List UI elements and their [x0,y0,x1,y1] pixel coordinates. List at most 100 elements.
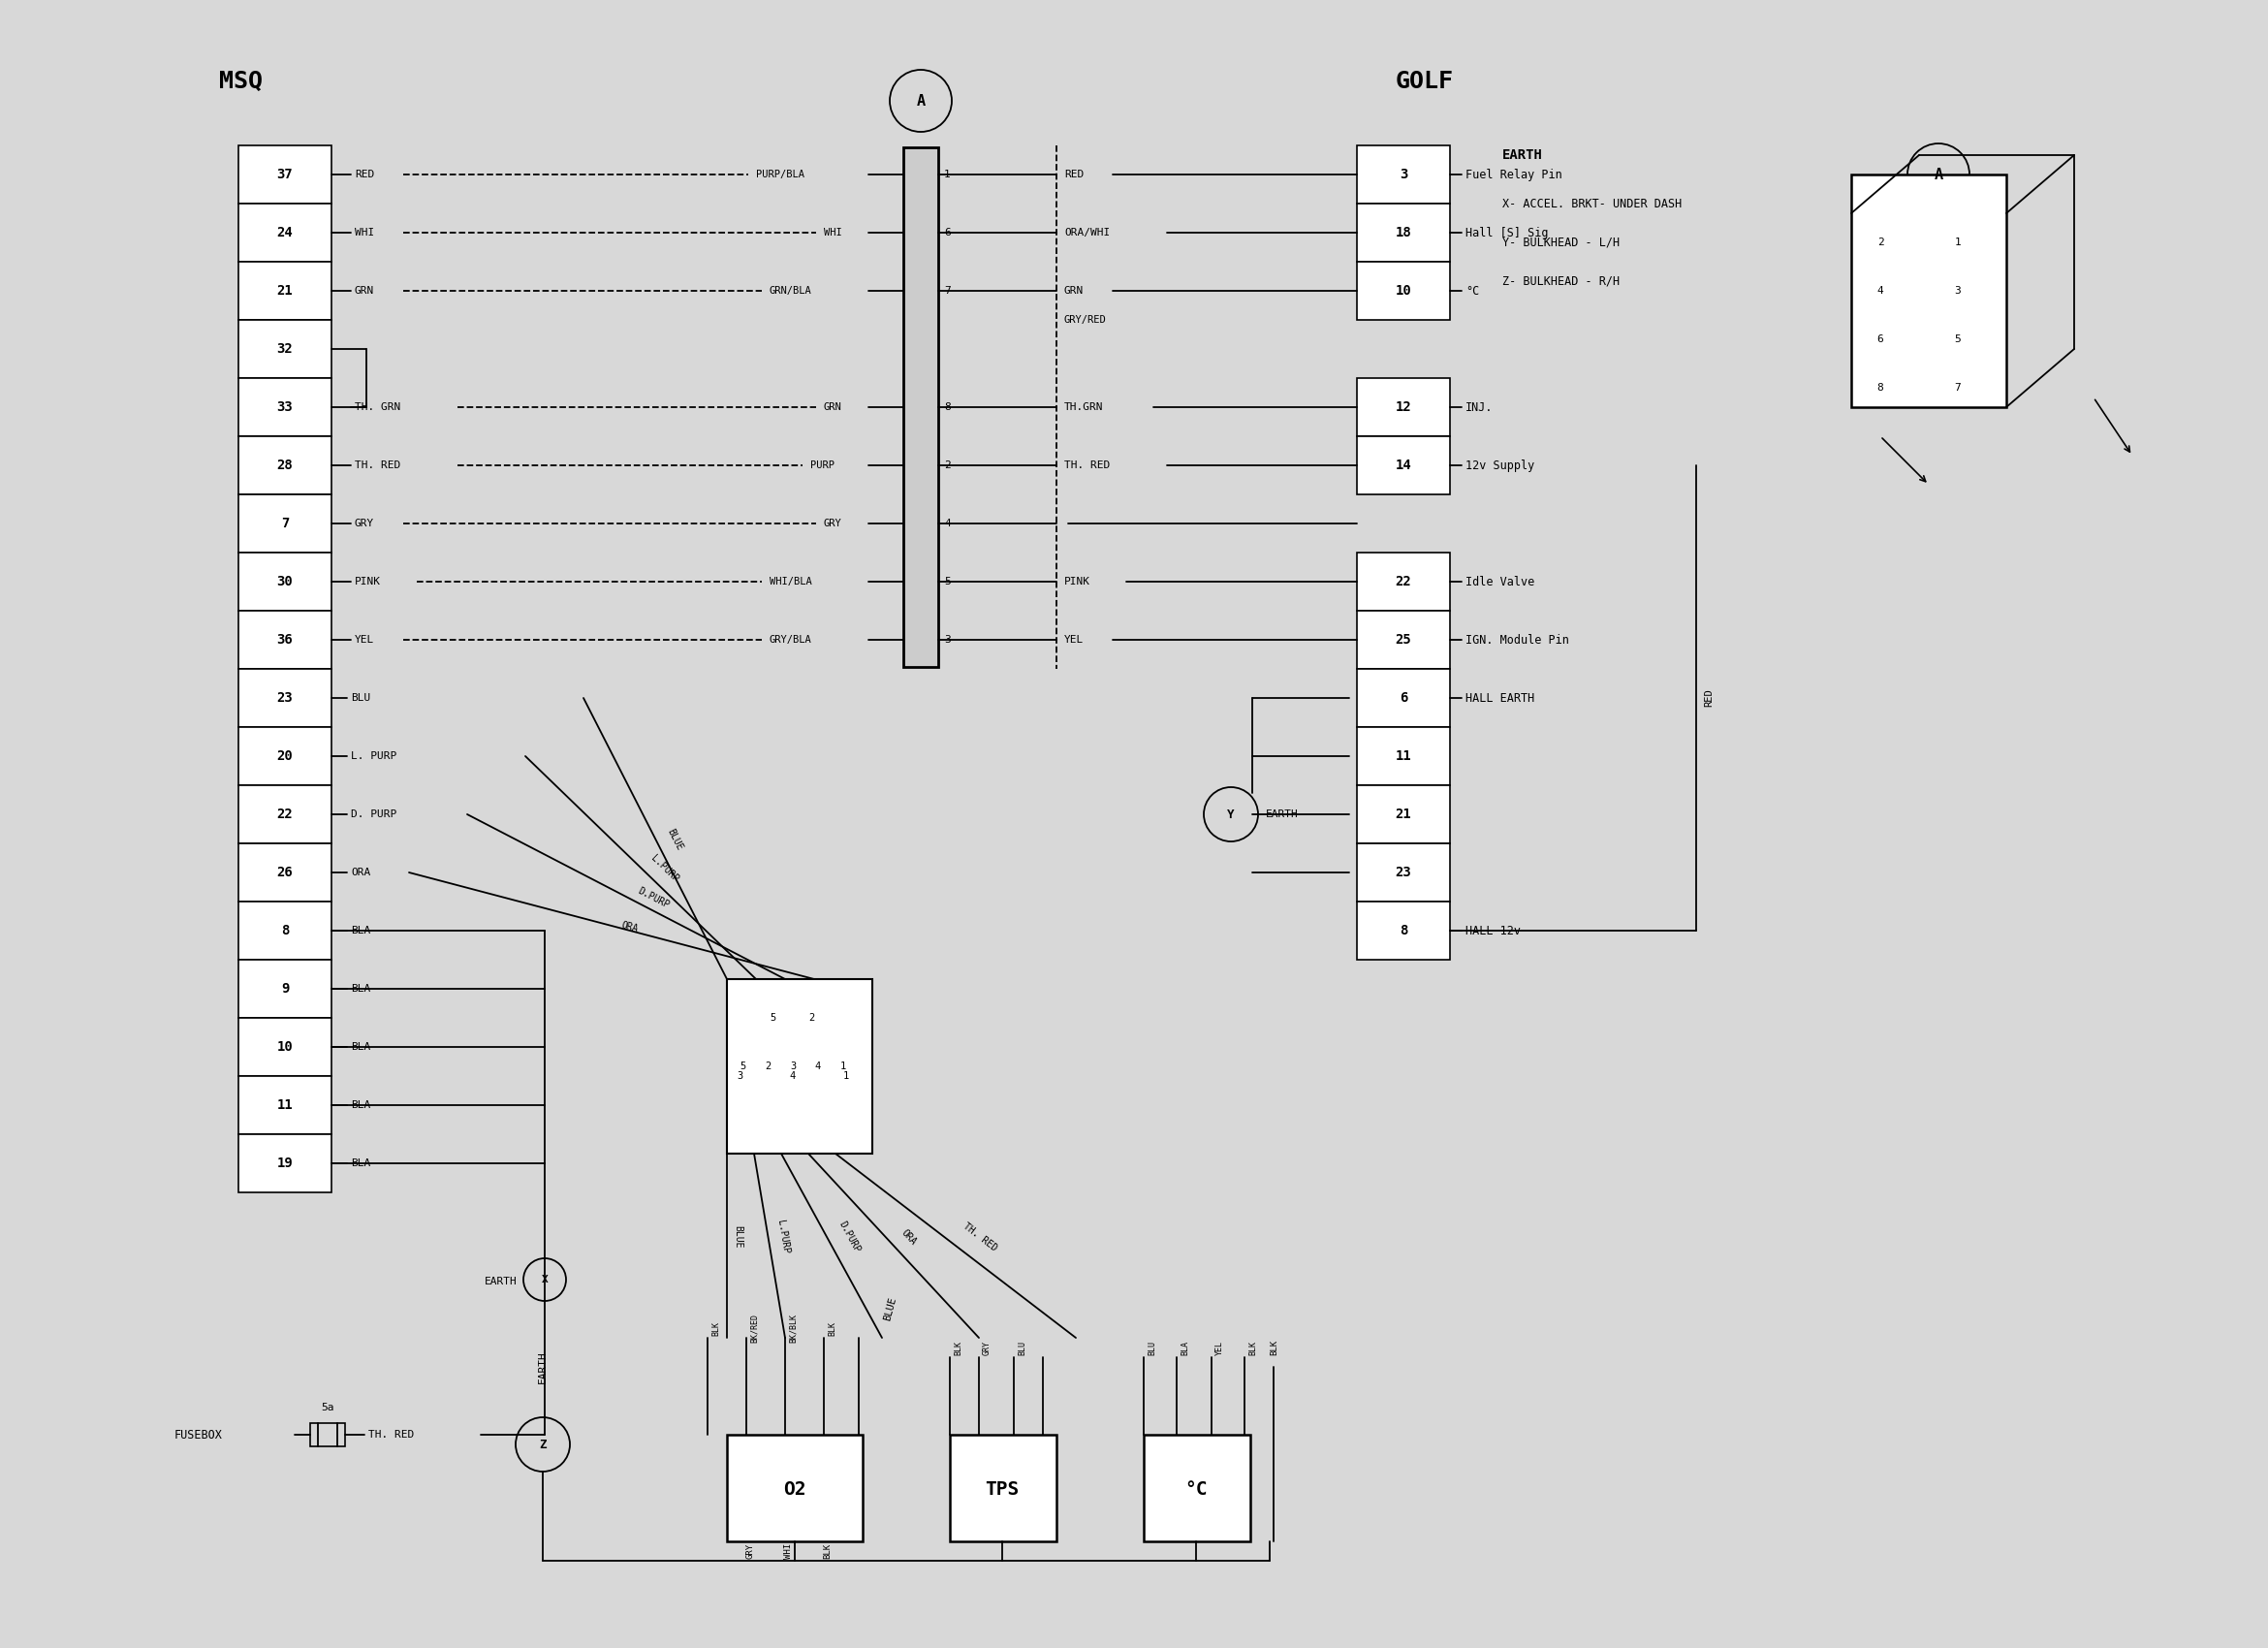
Text: D. PURP: D. PURP [352,809,397,819]
Text: TH. RED: TH. RED [962,1221,998,1252]
Bar [1356,204,1449,262]
Text: 14: 14 [1395,458,1411,471]
Text: 1: 1 [844,1071,848,1081]
Text: D.PURP: D.PURP [635,885,671,910]
Bar [238,377,331,437]
Text: BLU: BLU [1018,1340,1027,1355]
Text: Fuel Relay Pin: Fuel Relay Pin [1465,168,1563,181]
Text: BLK: BLK [828,1320,837,1335]
Text: X- ACCEL. BRKT- UNDER DASH: X- ACCEL. BRKT- UNDER DASH [1501,198,1683,209]
Bar [950,1435,1057,1541]
Bar [311,1424,345,1447]
Text: 7: 7 [281,517,288,531]
Text: RED: RED [354,170,374,180]
Text: 6: 6 [1878,335,1885,344]
Text: 20: 20 [277,750,293,763]
Text: A: A [1935,166,1944,181]
Text: 2: 2 [943,460,950,470]
Text: EARTH: EARTH [1266,809,1300,819]
Text: WHI: WHI [785,1543,794,1559]
Text: GRY/BLA: GRY/BLA [769,634,812,644]
Text: 10: 10 [277,1040,293,1053]
Text: Z: Z [540,1439,547,1450]
Text: GRY: GRY [354,519,374,529]
Text: BLK: BLK [712,1320,721,1335]
Text: 21: 21 [277,283,293,298]
Text: BLU: BLU [1148,1340,1157,1355]
Text: 32: 32 [277,343,293,356]
Text: Z- BULKHEAD - R/H: Z- BULKHEAD - R/H [1501,275,1619,287]
Bar [238,552,331,611]
Text: L. PURP: L. PURP [352,751,397,761]
Text: IGN. Module Pin: IGN. Module Pin [1465,633,1569,646]
Text: TH. RED: TH. RED [367,1430,415,1440]
Text: TH. RED: TH. RED [1064,460,1109,470]
Text: Y: Y [1227,808,1234,821]
Bar [238,437,331,494]
Text: 3: 3 [943,634,950,644]
Text: BK/RED: BK/RED [751,1313,760,1343]
Bar [1356,145,1449,204]
Text: BLUE: BLUE [665,827,685,852]
Text: GRN: GRN [354,287,374,295]
Bar [1356,669,1449,727]
Text: FUSEBOX: FUSEBOX [175,1429,222,1440]
Text: GRY: GRY [823,519,841,529]
Bar [238,204,331,262]
Text: 11: 11 [1395,750,1411,763]
Bar [903,147,939,667]
Text: 8: 8 [1878,382,1885,392]
Text: BLA: BLA [1182,1340,1188,1355]
Text: O2: O2 [782,1480,805,1498]
Text: PURP/BLA: PURP/BLA [755,170,805,180]
Text: X: X [542,1276,549,1284]
Text: GRN: GRN [823,402,841,412]
Text: 2: 2 [1878,237,1885,247]
Text: °C: °C [1465,285,1479,297]
Bar [238,494,331,552]
Text: 1: 1 [1955,237,1962,247]
Text: WHI: WHI [354,227,374,237]
Bar [238,611,331,669]
Bar [238,320,331,377]
Bar [728,1435,862,1541]
Bar [1356,377,1449,437]
Text: BLA: BLA [352,1101,370,1111]
Text: 25: 25 [1395,633,1411,646]
Text: 3: 3 [789,1061,796,1071]
Bar [238,784,331,844]
Text: EARTH: EARTH [1501,148,1542,162]
Text: 8: 8 [1399,925,1408,938]
Text: Y- BULKHEAD - L/H: Y- BULKHEAD - L/H [1501,236,1619,249]
Text: TH. RED: TH. RED [354,460,401,470]
Bar [1356,611,1449,669]
Text: PINK: PINK [1064,577,1091,587]
Text: 18: 18 [1395,226,1411,239]
Text: BK/BLK: BK/BLK [789,1313,798,1343]
Text: BLK: BLK [1270,1340,1279,1355]
Text: INJ.: INJ. [1465,400,1492,414]
Text: 24: 24 [277,226,293,239]
Text: 33: 33 [277,400,293,414]
Text: RED: RED [1703,689,1715,707]
Text: 8: 8 [943,402,950,412]
Text: D.PURP: D.PURP [837,1220,862,1254]
Text: 6: 6 [1399,691,1408,705]
Bar [1356,262,1449,320]
Text: 5: 5 [769,1014,776,1023]
Bar [238,145,331,204]
Text: HALL 12v: HALL 12v [1465,925,1522,938]
Text: 11: 11 [277,1098,293,1112]
Text: YEL: YEL [354,634,374,644]
Text: °C: °C [1184,1480,1207,1498]
Text: 5: 5 [1955,335,1962,344]
Text: 9: 9 [281,982,288,995]
Text: MSQ: MSQ [220,69,263,92]
Text: 7: 7 [1955,382,1962,392]
Text: GRN: GRN [1064,287,1084,295]
Text: YEL: YEL [1064,634,1084,644]
Text: 21: 21 [1395,808,1411,821]
Text: 12: 12 [1395,400,1411,414]
Text: TH. GRN: TH. GRN [354,402,401,412]
Bar [1356,901,1449,959]
